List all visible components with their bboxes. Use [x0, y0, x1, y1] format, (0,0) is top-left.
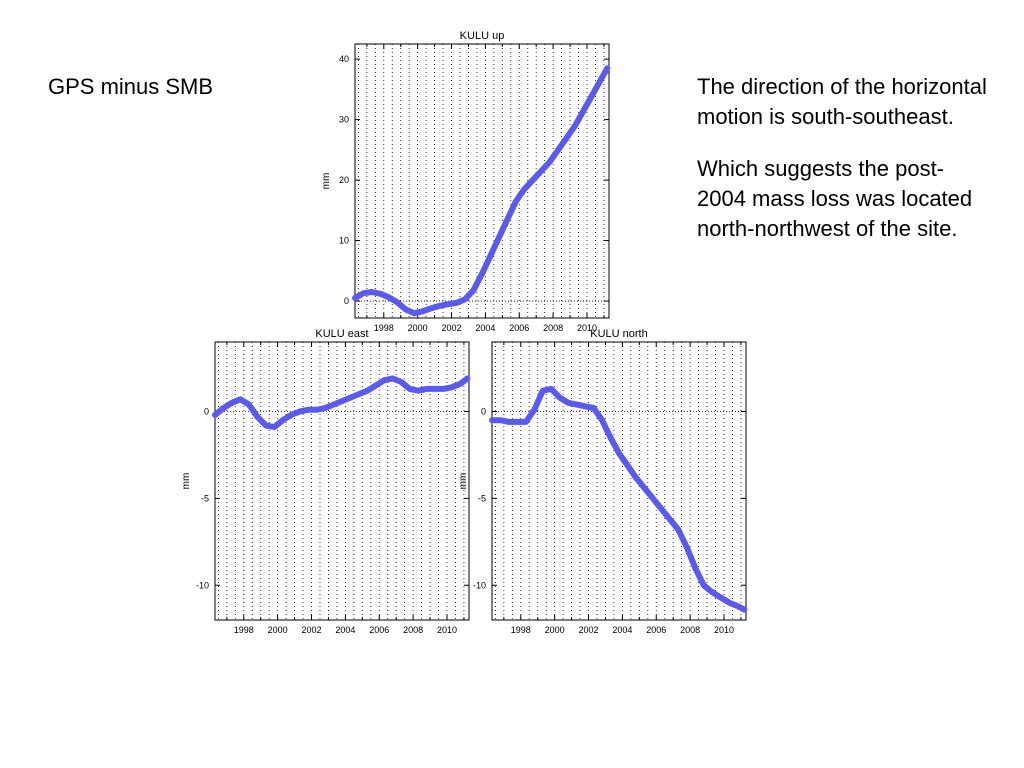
- grid-lines: [357, 44, 605, 318]
- y-tick-label: -10: [196, 580, 209, 590]
- x-tick-label: 2008: [543, 323, 563, 333]
- grid-lines: [217, 342, 465, 620]
- series-line: [489, 385, 748, 613]
- explanation-text: The direction of the horizontal motion i…: [697, 72, 987, 266]
- plot-frame: [354, 43, 610, 319]
- x-tick-label: 2010: [437, 625, 457, 635]
- y-tick-label: -5: [201, 493, 209, 503]
- y-tick-label: 0: [344, 296, 349, 306]
- x-tick-label: 1998: [374, 323, 394, 333]
- y-tick-label: 10: [339, 236, 349, 246]
- y-tick-label: 40: [339, 54, 349, 64]
- x-tick-label: 2004: [475, 323, 495, 333]
- x-tick-label: 2010: [714, 625, 734, 635]
- x-tick-label: 2006: [509, 323, 529, 333]
- x-tick-label: 1998: [511, 625, 531, 635]
- x-tick-label: 2004: [612, 625, 632, 635]
- x-tick-label: 2000: [545, 625, 565, 635]
- x-tick-label: 2000: [408, 323, 428, 333]
- x-tick-label: 2008: [403, 625, 423, 635]
- x-tick-label: 2002: [302, 625, 322, 635]
- note-paragraph-1: The direction of the horizontal motion i…: [697, 74, 987, 129]
- slide-title: GPS minus SMB: [48, 74, 214, 99]
- chart-kulu-north: KULU north 1998 2000 2002 2004 2006 2008 2010 0 -…: [458, 328, 748, 635]
- chart-title: KULU north: [590, 328, 647, 340]
- x-tick-label: 2004: [335, 625, 355, 635]
- chart-kulu-up: KULU up 1998 2000 2002 2004 2006 2008 2010 0 10 20…: [321, 30, 611, 333]
- y-tick-label: -10: [473, 580, 486, 590]
- grid-lines: [494, 342, 742, 620]
- y-axis-label: mm: [321, 173, 332, 190]
- x-tick-label: 2002: [579, 625, 599, 635]
- y-tick-label: 0: [204, 407, 209, 417]
- chart-title: KULU up: [460, 30, 505, 42]
- x-tick-label: 2000: [268, 625, 288, 635]
- note-paragraph-2: Which suggests the post-2004 mass loss w…: [697, 156, 973, 241]
- y-axis-label: mm: [181, 473, 192, 490]
- plot-frame: [214, 341, 470, 621]
- chart-title: KULU east: [315, 328, 368, 340]
- plot-frame: [491, 341, 747, 621]
- x-tick-label: 2006: [369, 625, 389, 635]
- series-line: [352, 65, 611, 317]
- y-tick-label: 30: [339, 115, 349, 125]
- x-tick-label: 2006: [646, 625, 666, 635]
- y-axis-label: mm: [458, 473, 469, 490]
- chart-kulu-east: KULU east 1998 2000 2002 2004 2006 2008 2010 0 -5…: [181, 328, 471, 635]
- x-tick-label: 2010: [577, 323, 597, 333]
- y-tick-label: 20: [339, 175, 349, 185]
- x-tick-label: 2008: [680, 625, 700, 635]
- series-line: [212, 375, 471, 431]
- x-tick-label: 2002: [442, 323, 462, 333]
- y-tick-label: -5: [478, 493, 486, 503]
- y-tick-label: 0: [481, 407, 486, 417]
- x-tick-label: 1998: [234, 625, 254, 635]
